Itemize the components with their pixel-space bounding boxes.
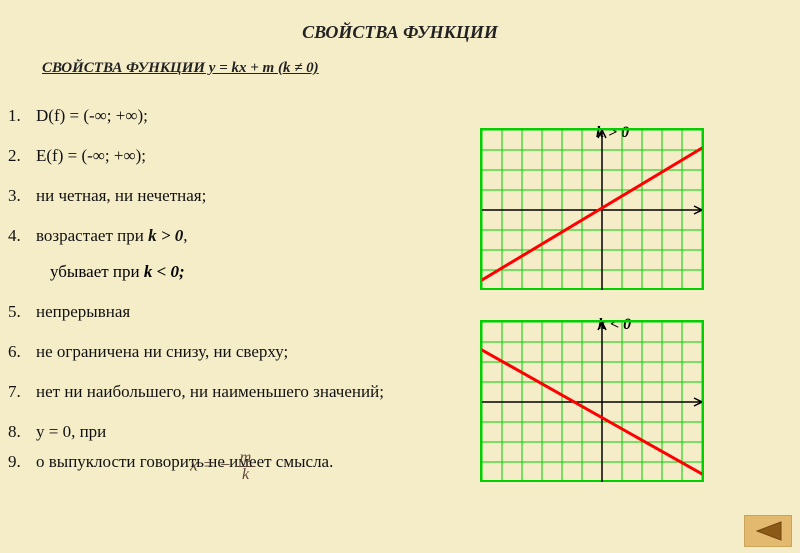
list-item: 2. E(f) = (-∞; +∞); (6, 146, 476, 166)
item-text: нет ни наибольшего, ни наименьшего значе… (36, 382, 476, 402)
item-text: о выпуклости говорить не имеет смысла. (36, 452, 476, 472)
list-item: 7. нет ни наибольшего, ни наименьшего зн… (6, 382, 476, 402)
fraction-numerator: m (236, 450, 256, 467)
item-number: 5. (6, 302, 36, 322)
item-number: 3. (6, 186, 36, 206)
formula-lhs: x = − (190, 455, 231, 475)
item-number: 4. (6, 226, 36, 246)
item-text: не ограничена ни снизу, ни сверху; (36, 342, 476, 362)
item-number: 2. (6, 146, 36, 166)
list-item-sub: убывает при k < 0; (6, 262, 476, 282)
graph-k-positive (480, 128, 704, 290)
item-number: 7. (6, 382, 36, 402)
text-segment: возрастает при (36, 226, 148, 245)
k-negative: k < 0; (144, 262, 185, 281)
root-formula: x = − m k (190, 450, 255, 483)
page-title: СВОЙСТВА ФУНКЦИИ (0, 22, 800, 43)
formula-fraction: m k (236, 450, 256, 483)
item-number: 9. (6, 452, 36, 472)
page-subtitle: СВОЙСТВА ФУНКЦИИ y = kx + m (k ≠ 0) (42, 60, 319, 77)
triangle-left-icon (753, 521, 783, 541)
k-positive: k > 0 (148, 226, 183, 245)
item-text: D(f) = (-∞; +∞); (36, 106, 476, 126)
item-text: y = 0, при (36, 422, 476, 442)
properties-list: 1. D(f) = (-∞; +∞); 2. E(f) = (-∞; +∞); … (6, 106, 476, 472)
item-text: возрастает при k > 0, (36, 226, 476, 246)
item-number: 1. (6, 106, 36, 126)
fraction-denominator: k (236, 467, 256, 483)
list-item: 5. непрерывная (6, 302, 476, 322)
graph-k-negative (480, 320, 704, 482)
list-item: 8. y = 0, при (6, 422, 476, 442)
list-item: 1. D(f) = (-∞; +∞); (6, 106, 476, 126)
list-item: 3. ни четная, ни нечетная; (6, 186, 476, 206)
item-text: непрерывная (36, 302, 476, 322)
item-number: 6. (6, 342, 36, 362)
item-number: 8. (6, 422, 36, 442)
text-segment: , (183, 226, 187, 245)
list-item: 6. не ограничена ни снизу, ни сверху; (6, 342, 476, 362)
item-text: E(f) = (-∞; +∞); (36, 146, 476, 166)
item-text: ни четная, ни нечетная; (36, 186, 476, 206)
list-item: 4. возрастает при k > 0, (6, 226, 476, 246)
back-button[interactable] (744, 515, 792, 547)
text-segment: убывает при (50, 262, 144, 281)
